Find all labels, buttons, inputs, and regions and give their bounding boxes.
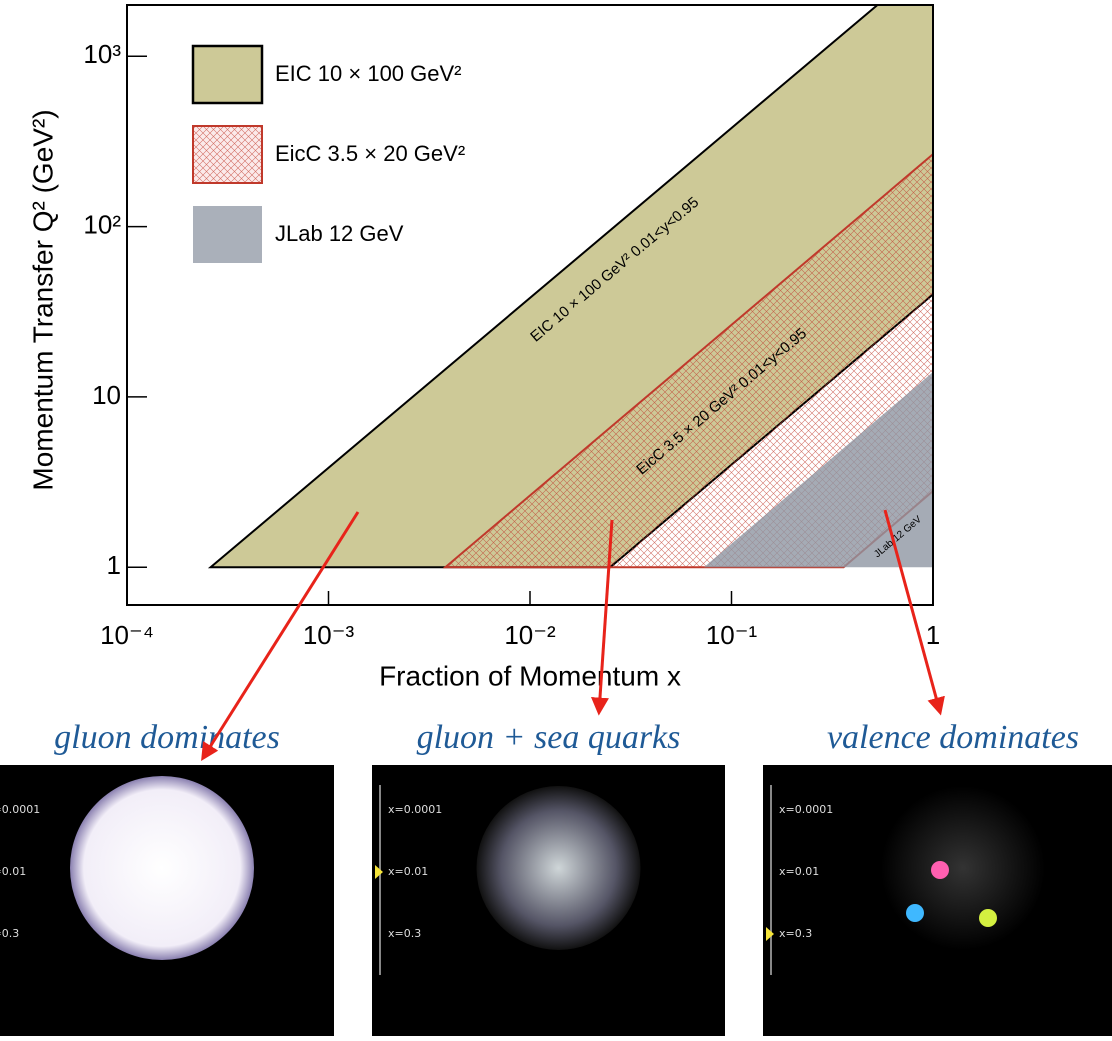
quark — [979, 909, 997, 927]
quark — [906, 904, 924, 922]
legend-swatch — [193, 46, 262, 103]
panel-label: x=0.0001 — [388, 803, 442, 816]
panel-label: x=0.3 — [388, 927, 421, 940]
panel-label: x=0.01 — [0, 865, 26, 878]
x-tick-label: 1 — [926, 620, 940, 650]
legend-label: EIC 10 × 100 GeV² — [275, 61, 462, 86]
legend-swatch — [193, 206, 262, 263]
panel-label: x=0.01 — [388, 865, 428, 878]
legend-label: EicC 3.5 × 20 GeV² — [275, 141, 465, 166]
panel-caption: gluon dominates — [54, 719, 280, 756]
panel-caption: gluon + sea quarks — [417, 719, 681, 756]
panel-caption: valence dominates — [827, 719, 1079, 756]
figure: 10⁻⁴ 10⁻³ 10⁻² 10⁻¹ 1 1 10 10² 10³ EIC 10 × 100 G… — [0, 0, 1112, 1036]
plot-area — [211, 5, 933, 567]
legend-swatch — [193, 126, 262, 183]
panel-sphere — [881, 786, 1045, 950]
y-tick-label: 10 — [92, 380, 121, 410]
y-axis-label: Momentum Transfer Q² (GeV²) — [27, 109, 58, 490]
panels: gluon dominates x=0.0001 x=0.01 x=0.3 gluon … — [0, 719, 1112, 1036]
x-tick-label: 10⁻² — [504, 620, 556, 650]
panel-sphere — [70, 776, 254, 960]
panel-label: x=0.3 — [0, 927, 19, 940]
panel-sphere — [477, 786, 641, 950]
panel-label: x=0.0001 — [779, 803, 833, 816]
y-tick-label: 10³ — [83, 39, 121, 69]
panel-label: x=0.01 — [779, 865, 819, 878]
x-tick-label: 10⁻⁴ — [100, 620, 154, 650]
y-tick-label: 10² — [83, 209, 121, 239]
legend-label: JLab 12 GeV — [275, 221, 404, 246]
page: 10⁻⁴ 10⁻³ 10⁻² 10⁻¹ 1 1 10 10² 10³ EIC 10 × 100 G… — [0, 0, 1112, 1036]
panel-label: x=0.3 — [779, 927, 812, 940]
x-axis-label: Fraction of Momentum x — [379, 660, 681, 691]
x-tick-label: 10⁻¹ — [706, 620, 758, 650]
quark — [931, 861, 949, 879]
x-tick-label: 10⁻³ — [303, 620, 355, 650]
plot: 10⁻⁴ 10⁻³ 10⁻² 10⁻¹ 1 1 10 10² 10³ EIC 10 × 100 G… — [83, 5, 940, 650]
y-tick-label: 1 — [107, 550, 121, 580]
panel-label: x=0.0001 — [0, 803, 40, 816]
